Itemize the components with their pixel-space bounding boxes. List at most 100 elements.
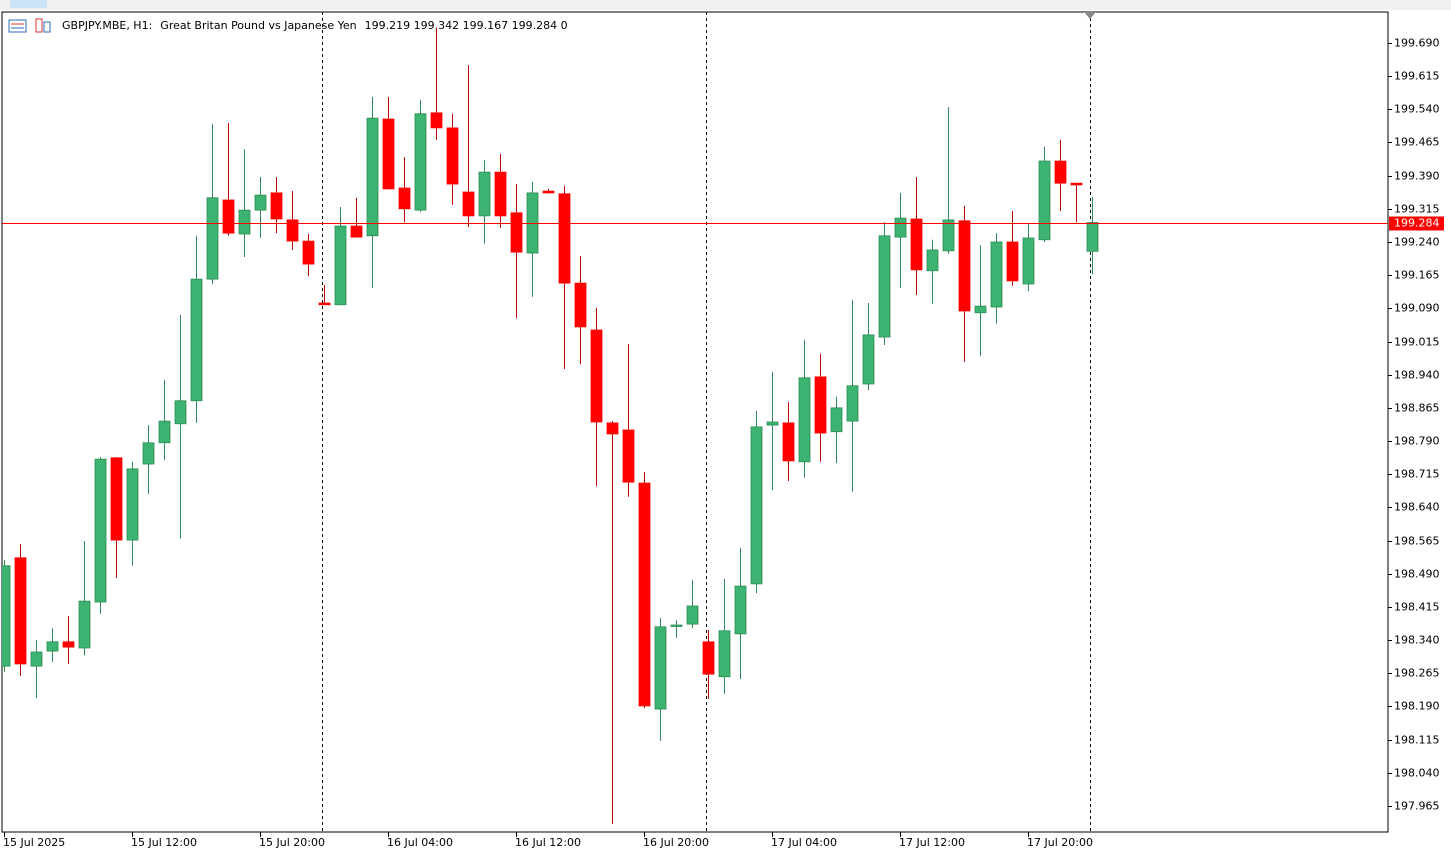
y-tick-label: 198.190: [1394, 700, 1440, 713]
x-tick-label: 16 Jul 12:00: [515, 836, 581, 849]
candle-body: [318, 302, 331, 306]
candle-body: [750, 426, 763, 585]
y-tick-label: 198.265: [1394, 667, 1440, 680]
candle-body: [910, 218, 923, 271]
candle-body: [1038, 160, 1051, 241]
description: Great Britan Pound vs Japanese Yen: [160, 19, 356, 32]
candle-body: [974, 305, 987, 314]
candle-body: [558, 193, 571, 284]
y-tick-label: 199.090: [1394, 302, 1440, 315]
candle-body: [526, 192, 539, 254]
candle-body: [894, 217, 907, 238]
current-price-label: 199.284: [1394, 217, 1440, 230]
candle-body: [446, 127, 459, 185]
candle-body: [190, 278, 203, 402]
candle-body: [814, 376, 827, 434]
y-tick-label: 198.115: [1394, 734, 1440, 747]
candle-body: [846, 385, 859, 422]
x-tick-label: 16 Jul 04:00: [387, 836, 453, 849]
y-tick-label: 197.965: [1394, 800, 1440, 813]
candle-body: [622, 429, 635, 483]
candle-body: [158, 420, 171, 444]
candle-body: [862, 334, 875, 385]
candle-body: [654, 626, 667, 710]
x-tick-label: 15 Jul 12:00: [131, 836, 197, 849]
candle-body: [174, 400, 187, 425]
candle-body: [702, 641, 715, 675]
candle-body: [542, 190, 555, 194]
candle-body: [1054, 160, 1067, 184]
candle-body: [590, 329, 603, 423]
shift-marker: [1084, 12, 1096, 19]
candle-body: [606, 422, 619, 435]
header-icons: [8, 18, 51, 33]
y-tick-label: 199.015: [1394, 336, 1440, 349]
candle-body: [110, 457, 123, 541]
y-tick-label: 199.540: [1394, 103, 1440, 116]
y-tick-label: 198.490: [1394, 568, 1440, 581]
candle-body: [126, 468, 139, 541]
candle-body: [254, 194, 267, 211]
current-price-box: [1389, 216, 1444, 231]
candle-body: [638, 482, 651, 707]
candle-body: [414, 113, 427, 211]
toolbar-tab[interactable]: [10, 0, 47, 8]
y-tick-label: 198.640: [1394, 501, 1440, 514]
candle-body: [670, 624, 683, 627]
candle-body: [78, 600, 91, 649]
symbol: GBPJPY.MBE, H1:: [62, 19, 152, 32]
candle-body: [398, 187, 411, 210]
y-tick-label: 198.040: [1394, 767, 1440, 780]
y-tick-label: 199.240: [1394, 236, 1440, 249]
candle-body: [958, 220, 971, 312]
y-tick-label: 198.415: [1394, 601, 1440, 614]
candle-body: [734, 585, 747, 635]
candle-body: [430, 112, 443, 129]
candle-body: [14, 557, 27, 665]
header: GBPJPY.MBE, H1: Great Britan Pound vs Jap…: [62, 19, 568, 32]
icon-candle: [35, 18, 43, 33]
ohlc-info: 199.219 199.342 199.167 199.284 0: [365, 19, 568, 32]
y-tick-label: 199.165: [1394, 269, 1440, 282]
x-tick-label: 15 Jul 20:00: [259, 836, 325, 849]
candle-body: [46, 641, 59, 652]
period-separators: [322, 12, 1091, 832]
candle-body: [878, 235, 891, 338]
icon-list: [8, 19, 27, 33]
candle-body: [30, 651, 43, 667]
y-tick-label: 198.865: [1394, 402, 1440, 415]
candle-body: [494, 171, 507, 217]
candle-body: [2, 565, 11, 667]
candle-body: [94, 458, 107, 603]
candle-body: [718, 630, 731, 678]
toolbar-strip: [0, 0, 1451, 10]
y-tick-label: 199.315: [1394, 203, 1440, 216]
candle-body: [366, 117, 379, 237]
y-tick-label: 199.690: [1394, 37, 1440, 50]
candle-body: [1006, 241, 1019, 282]
candle-body: [1070, 182, 1083, 186]
y-tick-label: 199.390: [1394, 170, 1440, 183]
candle-body: [830, 407, 843, 433]
candles: [2, 27, 1099, 825]
candle-body: [222, 199, 235, 234]
y-tick-label: 198.340: [1394, 634, 1440, 647]
icon-candle: [43, 21, 51, 33]
y-tick-label: 198.565: [1394, 535, 1440, 548]
candle-body: [302, 240, 315, 265]
candle-body: [62, 641, 75, 648]
y-tick-label: 198.790: [1394, 435, 1440, 448]
x-tick-label: 17 Jul 12:00: [899, 836, 965, 849]
candle-body: [206, 197, 219, 280]
candle-body: [334, 225, 347, 306]
candle-body: [286, 219, 299, 242]
candle-body: [462, 191, 475, 217]
candle-body: [574, 282, 587, 328]
y-tick-label: 198.940: [1394, 369, 1440, 382]
y-tick-label: 199.465: [1394, 136, 1440, 149]
candle-body: [350, 225, 363, 238]
x-tick-label: 17 Jul 04:00: [771, 836, 837, 849]
candle-body: [942, 219, 955, 252]
candle-body: [766, 421, 779, 426]
